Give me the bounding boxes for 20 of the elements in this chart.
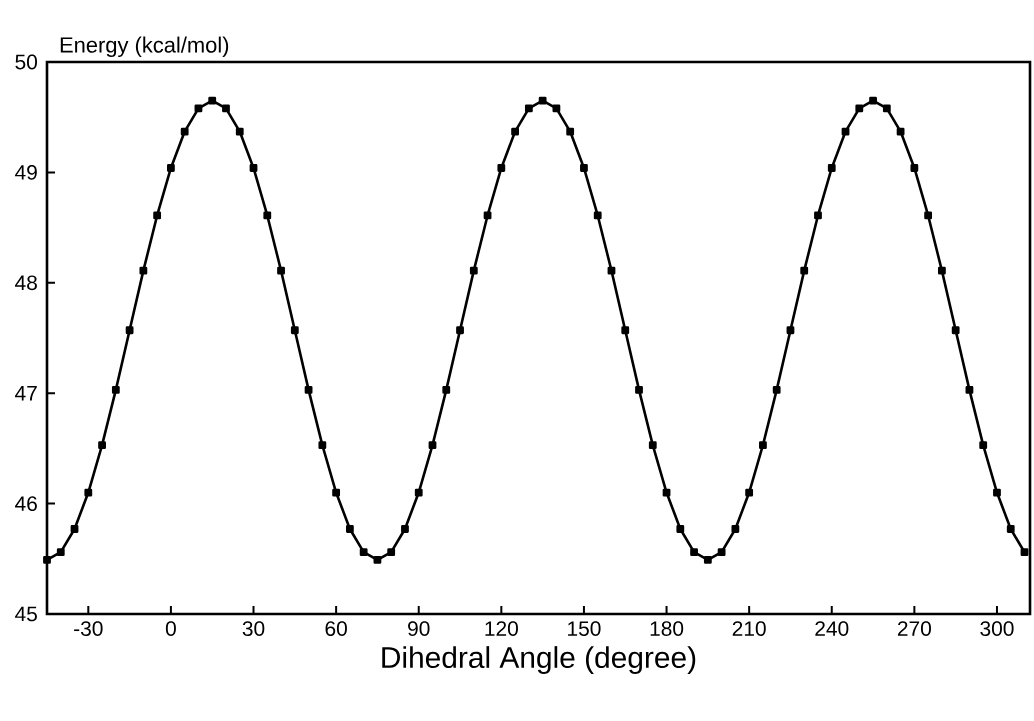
x-tick-label: 60	[325, 621, 347, 636]
x-tick-label: 300	[980, 621, 1014, 636]
x-tick-label: 240	[815, 621, 849, 636]
x-tick-label: 180	[650, 621, 684, 636]
y-tick-label: 50	[15, 54, 37, 70]
x-tick-label: -30	[74, 621, 103, 636]
y-tick-label: 46	[15, 496, 37, 511]
x-axis-title: Dihedral Angle (degree)	[382, 646, 696, 674]
x-tick-label: 150	[568, 621, 601, 636]
x-tick-label: 210	[732, 621, 766, 636]
y-axis-title: Energy (kcal/mol)	[60, 36, 229, 58]
x-tick-label: 0	[165, 621, 176, 636]
x-tick-label: 90	[408, 621, 430, 636]
x-tick-label: 30	[242, 621, 265, 636]
y-tick-label: 47	[15, 386, 37, 401]
y-tick-label: 48	[15, 275, 37, 291]
y-tick-label: 45	[15, 606, 37, 622]
y-tick-label: 49	[15, 164, 37, 180]
x-tick-label: 120	[485, 621, 518, 636]
x-tick-label: 270	[897, 621, 931, 636]
